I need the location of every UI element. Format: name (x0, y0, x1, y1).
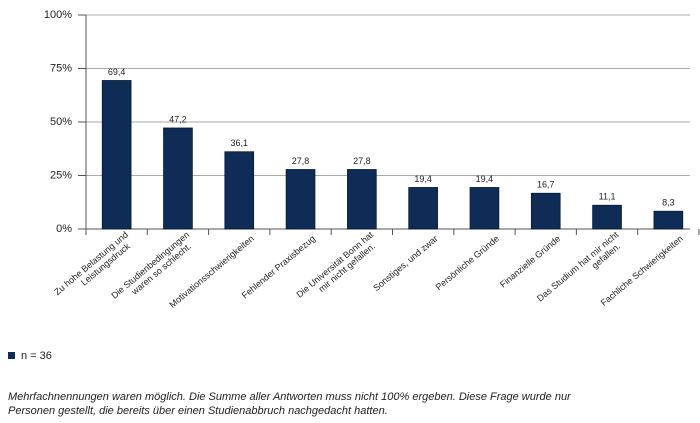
value-label: 36,1 (230, 138, 248, 148)
bar (592, 204, 622, 230)
label-line: Sonstiges, und zwar (371, 234, 440, 294)
value-label: 47,2 (169, 114, 187, 124)
value-label: 19,4 (414, 174, 432, 184)
bar (347, 169, 377, 230)
value-label: 16,7 (537, 180, 555, 190)
legend-label: n = 36 (21, 350, 52, 362)
y-tick-label: 75% (50, 62, 72, 74)
bar (408, 187, 438, 230)
bar (653, 210, 684, 230)
bar (224, 151, 255, 230)
y-tick-label: 100% (44, 9, 72, 21)
footnote: Mehrfachnennungen waren möglich. Die Sum… (8, 391, 572, 403)
x-tick-label: Sonstiges, und zwar (371, 234, 440, 294)
label-line: Persönliche Gründe (434, 234, 501, 293)
y-tick-label: 0% (56, 223, 72, 235)
legend-swatch (8, 352, 15, 359)
bar (285, 169, 316, 230)
bar (530, 192, 561, 230)
x-tick-label: Persönliche Gründe (434, 234, 501, 293)
value-label: 11,1 (599, 192, 616, 202)
bar (101, 80, 132, 230)
value-label: 69,4 (108, 67, 126, 77)
bar (469, 187, 500, 230)
value-label: 19,4 (476, 174, 494, 184)
footnote: Personen gestellt, die bereits über eine… (8, 405, 388, 417)
y-tick-label: 25% (50, 169, 72, 181)
bar (163, 127, 193, 230)
value-label: 27,8 (292, 156, 310, 166)
value-label: 8,3 (662, 198, 675, 208)
value-label: 27,8 (353, 156, 371, 166)
y-tick-label: 50% (50, 116, 72, 128)
